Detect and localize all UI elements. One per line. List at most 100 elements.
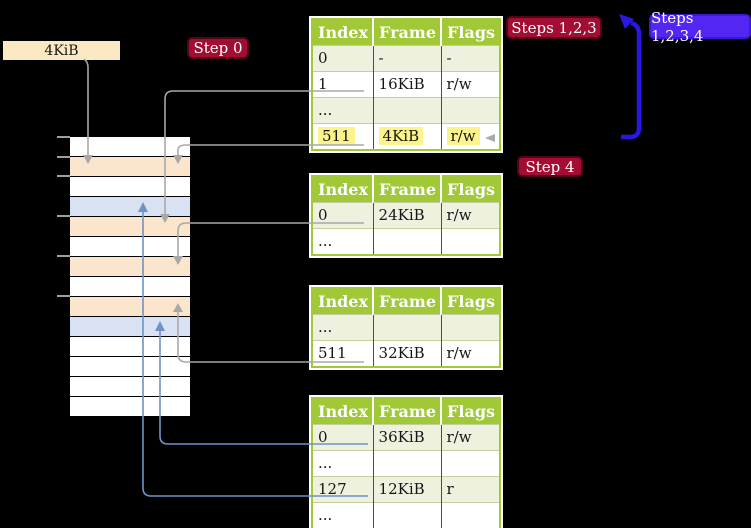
table-cell: r/w: [440, 71, 501, 98]
table-row: 0 - -: [312, 45, 501, 72]
table-cell: [440, 97, 501, 124]
table-cell: [440, 502, 501, 528]
badge-step-0: Step 0: [187, 37, 249, 59]
table-cell: 32KiB: [372, 340, 442, 367]
memory-frame-row-free: [70, 337, 190, 357]
cell-value: r: [446, 480, 454, 498]
physical-memory-stack: [70, 137, 190, 417]
cell-value: r/w: [446, 206, 472, 224]
memory-frame-row-table: [70, 297, 190, 317]
column-header: Index: [312, 176, 374, 203]
table-cell: 0: [312, 424, 374, 451]
table-cell: ...: [312, 450, 374, 477]
table-cell: r/w: [440, 424, 501, 451]
table-row: ...: [312, 450, 501, 477]
table-cell: 36KiB: [372, 424, 442, 451]
table-header-row: Index Frame Flags: [312, 288, 501, 315]
table-cell: 16KiB: [372, 71, 442, 98]
cell-value: 24KiB: [378, 206, 425, 224]
memory-frame-row-free: [70, 177, 190, 197]
column-header: Index: [312, 398, 374, 425]
table-header-row: Index Frame Flags: [312, 19, 501, 46]
table-cell: -: [440, 45, 501, 72]
table-cell: [440, 228, 501, 255]
badge-steps-1-2-3: Steps 1,2,3: [506, 16, 602, 39]
memory-frame-row-table: [70, 217, 190, 237]
cell-value: 0: [318, 428, 328, 446]
highlighted-cell-value: 4KiB: [378, 127, 424, 145]
column-header: Index: [312, 288, 374, 315]
memory-frame-row-free: [70, 277, 190, 297]
steps-flow-arrow: [619, 14, 642, 140]
table-cell: [372, 228, 442, 255]
column-header: Flags: [440, 288, 501, 315]
cell-value: 0: [318, 49, 328, 67]
cell-value: 16KiB: [378, 75, 425, 93]
memory-frame-row-free: [70, 357, 190, 377]
memory-frame-row-free: [70, 377, 190, 397]
table-header-row: Index Frame Flags: [312, 398, 501, 425]
memory-frame-row-table: [70, 257, 190, 277]
column-header: Flags: [440, 19, 501, 46]
table-cell: -: [372, 45, 442, 72]
table-cell: ...: [312, 228, 374, 255]
table-cell: r: [440, 476, 501, 503]
column-header: Index: [312, 19, 374, 46]
memory-address-ticks: [57, 136, 70, 297]
table-cell: 511: [312, 123, 374, 150]
column-header: Flags: [440, 398, 501, 425]
page-table-third: Index Frame Flags... 511 32KiB r/w: [311, 287, 502, 368]
table-row: ...: [312, 502, 501, 528]
cell-value: r/w: [446, 428, 472, 446]
table-cell: r/w: [440, 340, 501, 367]
table-row: ...: [312, 314, 501, 341]
table-cell: [440, 450, 501, 477]
column-header: Frame: [372, 19, 442, 46]
cell-value: 127: [318, 480, 347, 498]
highlighted-cell-value: r/w: [446, 127, 480, 145]
table-cell: ...: [312, 97, 374, 124]
column-header: Flags: [440, 176, 501, 203]
table-cell: [372, 502, 442, 528]
table-cell: r/w: [440, 123, 501, 150]
column-header: Frame: [372, 288, 442, 315]
memory-frame-row-page: [70, 317, 190, 337]
cell-value: ...: [318, 454, 333, 472]
frame-address-label: 4KiB: [3, 41, 120, 60]
table-cell: ...: [312, 314, 374, 341]
table-cell: r/w: [440, 202, 501, 229]
table-row: ...: [312, 228, 501, 255]
memory-frame-row-page: [70, 197, 190, 217]
cell-value: 511: [318, 344, 347, 362]
table-row: 0 24KiB r/w: [312, 202, 501, 229]
memory-frame-row-free: [70, 237, 190, 257]
table-cell: [372, 97, 442, 124]
cell-value: ...: [318, 232, 333, 250]
table-cell: 1: [312, 71, 374, 98]
table-row: ...: [312, 97, 501, 124]
cell-value: ...: [318, 101, 333, 119]
memory-frame-row-table: [70, 157, 190, 177]
cell-value: r/w: [446, 344, 472, 362]
table-cell: 0: [312, 202, 374, 229]
table-cell: 0: [312, 45, 374, 72]
cell-value: ...: [318, 318, 333, 336]
table-cell: 12KiB: [372, 476, 442, 503]
page-table-second: Index Frame Flags 0 24KiB r/w...: [311, 175, 502, 256]
table-cell: 24KiB: [372, 202, 442, 229]
page-table-top: Index Frame Flags 0 - - 1 16KiB r/w... 511 4KiB r/w: [311, 18, 502, 151]
cell-value: -: [378, 49, 384, 67]
table-row: 1 16KiB r/w: [312, 71, 501, 98]
cell-value: 0: [318, 206, 328, 224]
table-cell: [440, 314, 501, 341]
highlighted-cell-value: 511: [318, 127, 355, 145]
table-row: 0 36KiB r/w: [312, 424, 501, 451]
cell-value: ...: [318, 506, 333, 524]
badge-steps-1-2-3-4: Steps 1,2,3,4: [649, 9, 751, 45]
table-cell: ...: [312, 502, 374, 528]
cell-value: -: [446, 49, 452, 67]
table-cell: [372, 450, 442, 477]
cell-value: r/w: [446, 75, 472, 93]
cell-value: 36KiB: [378, 428, 425, 446]
